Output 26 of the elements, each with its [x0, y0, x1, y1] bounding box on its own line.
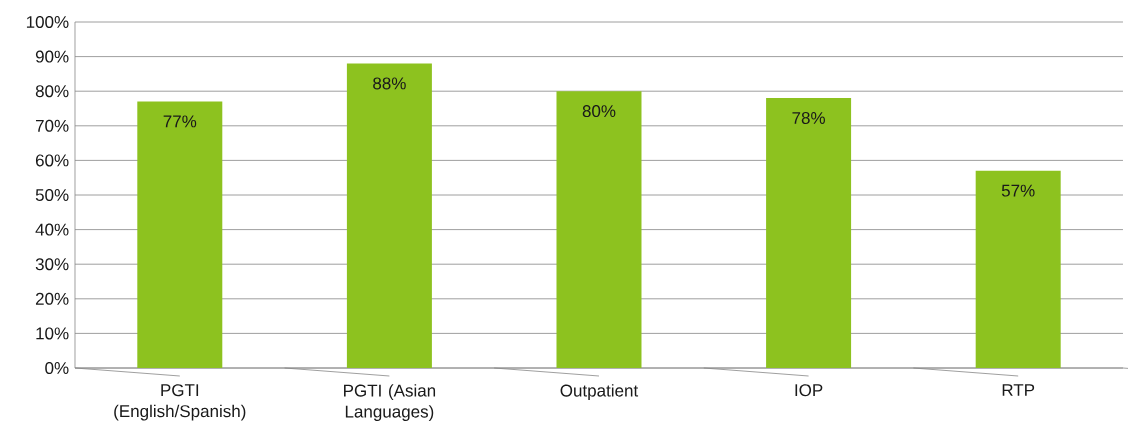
data-label: 57% — [1001, 184, 1035, 197]
y-tick-label: 100% — [26, 15, 69, 29]
y-tick-label: 90% — [35, 50, 69, 63]
y-tick-label: 10% — [36, 327, 69, 340]
bar — [975, 170, 1061, 368]
x-tick-label: PGTI (Asian Languages) — [344, 384, 436, 421]
y-tick-label: 60% — [35, 154, 69, 167]
data-label: 88% — [373, 77, 406, 90]
bar — [137, 101, 223, 368]
data-label: 78% — [792, 111, 825, 125]
y-tick-label: 80% — [35, 85, 69, 98]
y-tick-label: 0% — [45, 361, 69, 375]
y-tick-label: 70% — [35, 119, 69, 132]
y-tick-label: 50% — [35, 188, 69, 202]
bar — [766, 98, 852, 368]
x-tick-label: Outpatient — [560, 384, 639, 400]
x-tick-label: PGTI (English/Spanish) — [114, 384, 246, 421]
bar — [556, 91, 642, 368]
data-label: 77% — [163, 115, 197, 128]
y-tick-label: 20% — [35, 292, 69, 305]
y-tick-label: 40% — [35, 223, 69, 236]
x-tick-label: RTP — [1002, 384, 1035, 396]
data-label: 80% — [582, 105, 616, 118]
y-tick-label: 30% — [35, 258, 69, 271]
x-tick-label: IOP — [795, 384, 823, 397]
bar — [346, 63, 432, 368]
